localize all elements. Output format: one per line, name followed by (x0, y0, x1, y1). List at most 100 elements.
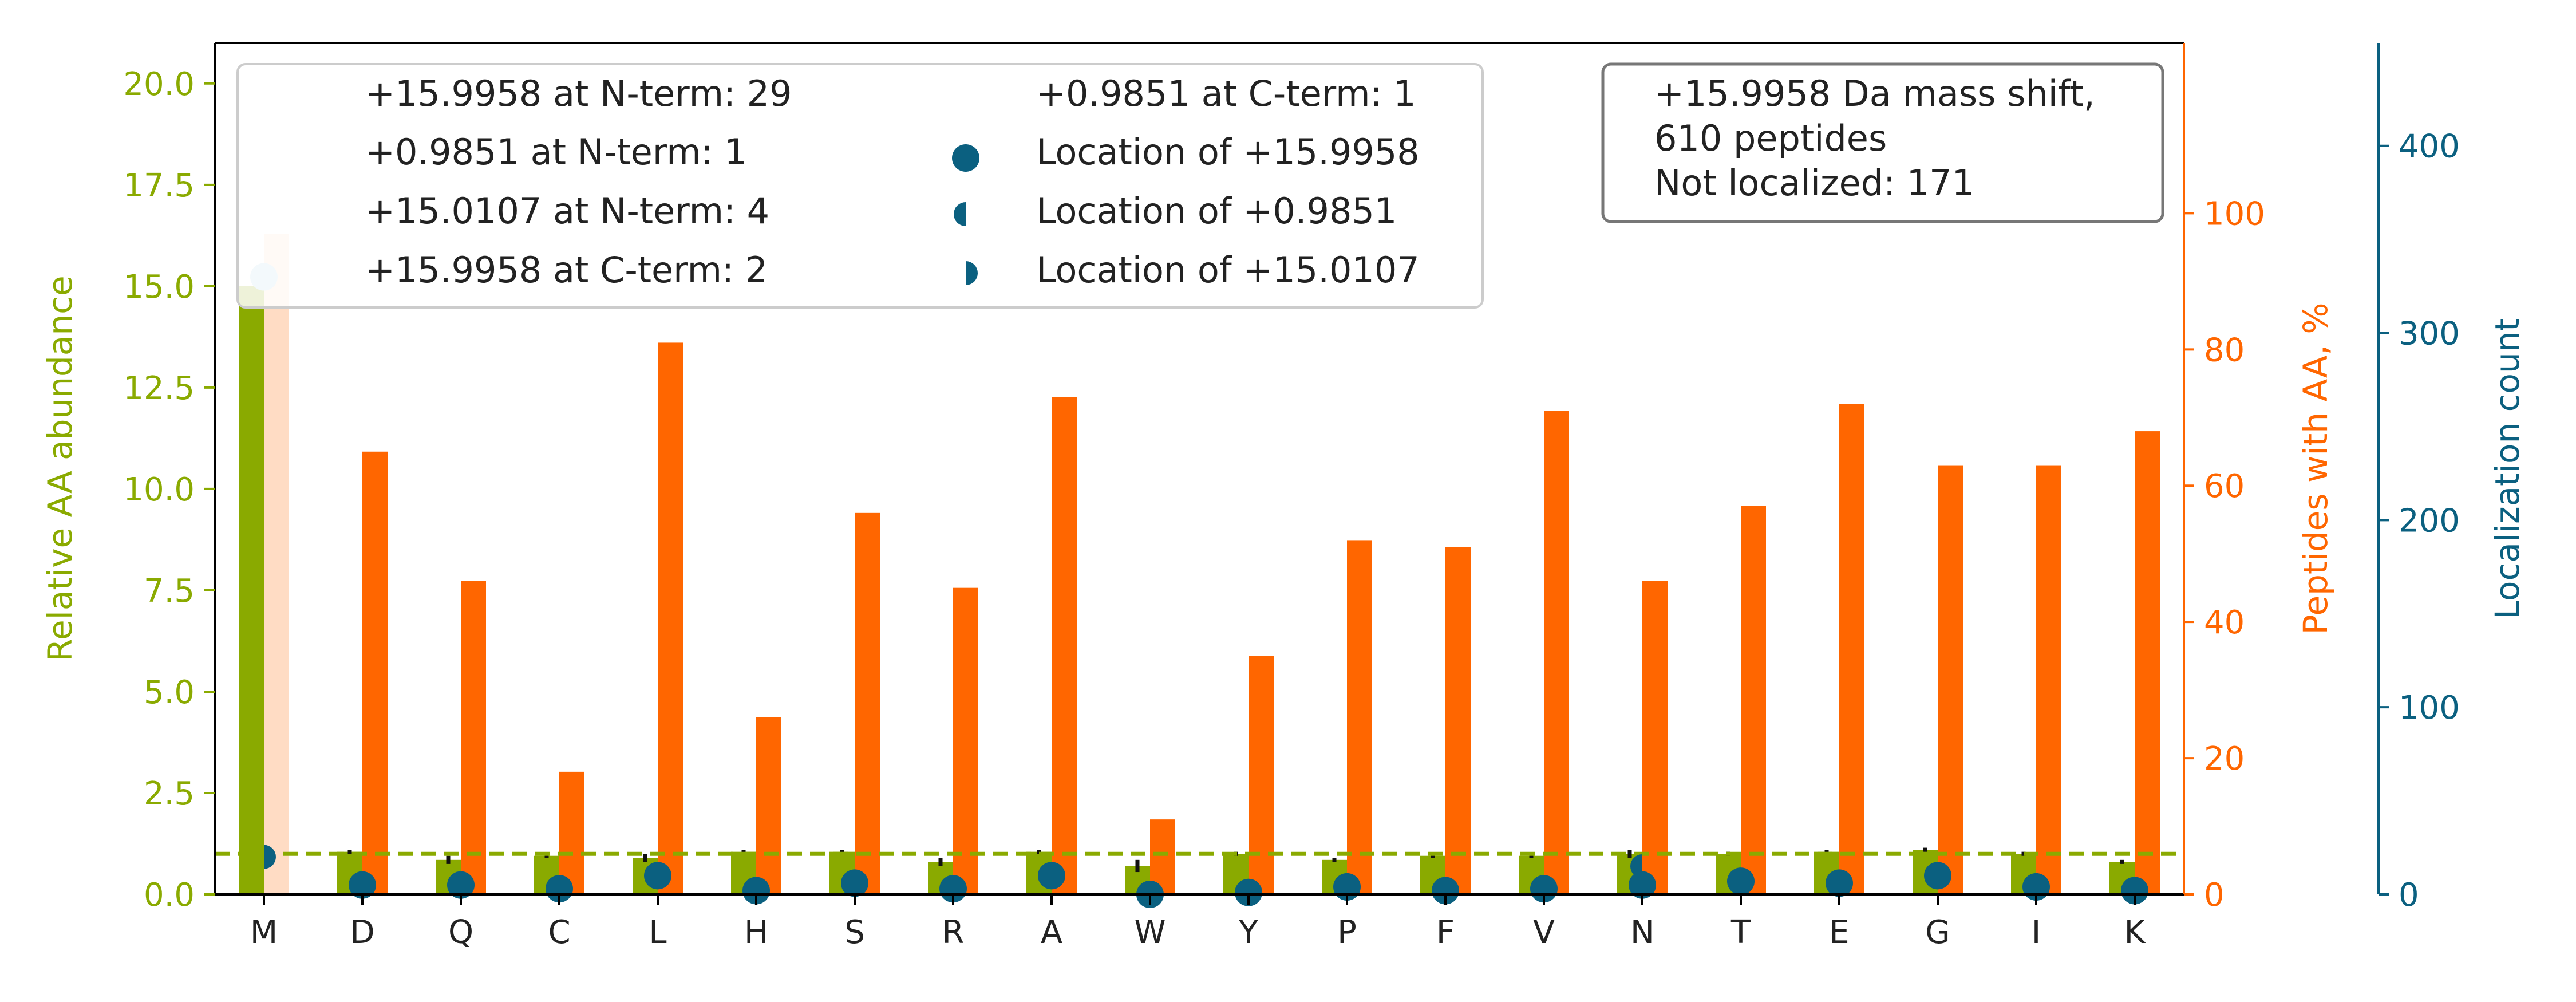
peptide-bar-H (756, 717, 781, 894)
location-marker-H (742, 877, 770, 905)
x-tick-label: I (2032, 914, 2041, 951)
right-tick-label: 60 (2204, 468, 2245, 505)
right-axis-title: Peptides with AA, % (2296, 303, 2335, 635)
location-marker-F (1432, 877, 1459, 905)
abundance-bar-M (239, 286, 264, 894)
legend-marker-full-circle (952, 144, 979, 172)
x-tick-label: Y (1238, 914, 1259, 951)
x-tick-label: Q (448, 914, 473, 951)
location-marker-Q (447, 871, 475, 899)
x-tick-label: G (1925, 914, 1950, 951)
x-tick-label: N (1630, 914, 1654, 951)
right-tick-label: 80 (2204, 332, 2245, 369)
location-marker-V (1530, 875, 1558, 903)
x-tick-label: L (649, 914, 666, 951)
x-tick-label: T (1730, 914, 1751, 951)
location-marker-N (1629, 871, 1656, 899)
peptide-bar-G (1938, 465, 1963, 894)
location-marker-R (939, 875, 967, 903)
legend-marker-right-half-circle (966, 261, 978, 285)
right-tick-label: 20 (2204, 740, 2245, 778)
location-marker-S (841, 869, 868, 897)
peptide-bar-T (1741, 506, 1766, 894)
legend-entry-nterm-15-0107: +15.0107 at N-term: 4 (365, 190, 769, 232)
right-tick-label: 0 (2204, 877, 2225, 914)
annotation-line-2: 610 peptides (1654, 117, 1887, 159)
x-tick-label: A (1041, 914, 1062, 951)
peptide-bar-A (1052, 397, 1077, 894)
legend-entry-nterm-0-9851: +0.9851 at N-term: 1 (365, 131, 747, 173)
location-marker-K (2121, 877, 2148, 905)
left-tick-label: 20.0 (123, 66, 195, 103)
x-tick-label: H (744, 914, 768, 951)
peptide-bar-C (559, 771, 584, 894)
location-marker-C (546, 875, 573, 903)
localization-tick-label: 0 (2399, 877, 2419, 914)
location-marker-Y (1235, 878, 1262, 906)
right-tick-label: 40 (2204, 604, 2245, 641)
plot-frame (214, 42, 2380, 896)
localization-tick-label: 300 (2399, 315, 2460, 353)
peptide-bar-I (2036, 465, 2061, 894)
localization-tick-label: 400 (2399, 128, 2460, 165)
peptide-bars (264, 234, 2160, 894)
peptide-bar-R (953, 587, 978, 894)
peptide-bar-V (1544, 411, 1569, 894)
peptide-bar-K (2135, 431, 2160, 894)
location-marker-T (1727, 867, 1755, 896)
left-tick-label: 0.0 (144, 877, 195, 914)
x-tick-label: F (1436, 914, 1455, 951)
location-marker-D (349, 871, 376, 899)
x-tick-label: K (2124, 914, 2146, 951)
legend-entry-location-15-0107: Location of +15.0107 (1036, 249, 1420, 291)
x-tick-label: V (1533, 914, 1555, 951)
left-tick-label: 10.0 (123, 471, 195, 508)
right-tick-label: 100 (2204, 195, 2265, 232)
legend-entry-cterm-15-9958: +15.9958 at C-term: 2 (365, 249, 768, 291)
left-tick-label: 5.0 (144, 674, 195, 711)
peptide-bar-M (264, 234, 289, 894)
peptide-bar-F (1445, 547, 1471, 894)
annotation-frame (1601, 62, 2164, 223)
x-tick-label: P (1337, 914, 1357, 951)
x-tick-label: E (1829, 914, 1849, 951)
legend-entry-nterm-15-9958: +15.9958 at N-term: 29 (365, 73, 792, 115)
x-tick-label: W (1134, 914, 1165, 951)
legend-marker-left-half-circle (954, 202, 966, 226)
location-marker-A (1038, 862, 1065, 890)
left-tick-label: 15.0 (123, 269, 195, 306)
localization-axis-title: Localization count (2488, 318, 2527, 620)
localization-tick-label: 200 (2399, 502, 2460, 539)
peptide-bar-D (362, 451, 388, 894)
x-tick-label: C (548, 914, 570, 951)
peptide-bar-N (1642, 581, 1668, 894)
peptide-bar-L (658, 342, 683, 894)
legend-entry-cterm-0-9851: +0.9851 at C-term: 1 (1036, 73, 1416, 115)
localization-tick-label: 100 (2399, 689, 2460, 727)
left-axis-ticks: 0.0 2.5 5.0 7.5 10.0 12.5 15.0 17.5 20.0 (123, 66, 215, 914)
annotation-box: +15.9958 Da mass shift, 610 peptides Not… (1601, 62, 2164, 223)
location-half-left-marker-N (1630, 854, 1642, 878)
legend-entry-location-15-9958: Location of +15.9958 (1036, 131, 1420, 173)
localization-markers (250, 263, 2148, 908)
left-tick-label: 2.5 (144, 775, 195, 812)
location-half-right-marker-M (264, 845, 276, 869)
location-marker-L (644, 862, 671, 890)
annotation-line-1: +15.9958 Da mass shift, (1654, 73, 2095, 115)
legend-box (236, 63, 1484, 309)
x-tick-label: M (250, 914, 278, 951)
annotation-line-3: Not localized: 171 (1654, 162, 1974, 204)
peptide-bar-E (1839, 404, 1864, 894)
legend-entry-location-0-9851: Location of +0.9851 (1036, 190, 1397, 232)
peptide-bar-Y (1249, 656, 1274, 894)
x-tick-label: R (942, 914, 965, 951)
left-tick-label: 7.5 (144, 573, 195, 610)
x-tick-label: D (350, 914, 374, 951)
left-tick-label: 12.5 (123, 370, 195, 407)
localization-axis-ticks: 0 100 200 300 400 (2379, 128, 2460, 914)
right-axis-ticks: 0 20 40 60 80 100 (2184, 195, 2265, 914)
location-marker-E (1826, 869, 1853, 897)
peptide-bar-P (1347, 540, 1372, 894)
